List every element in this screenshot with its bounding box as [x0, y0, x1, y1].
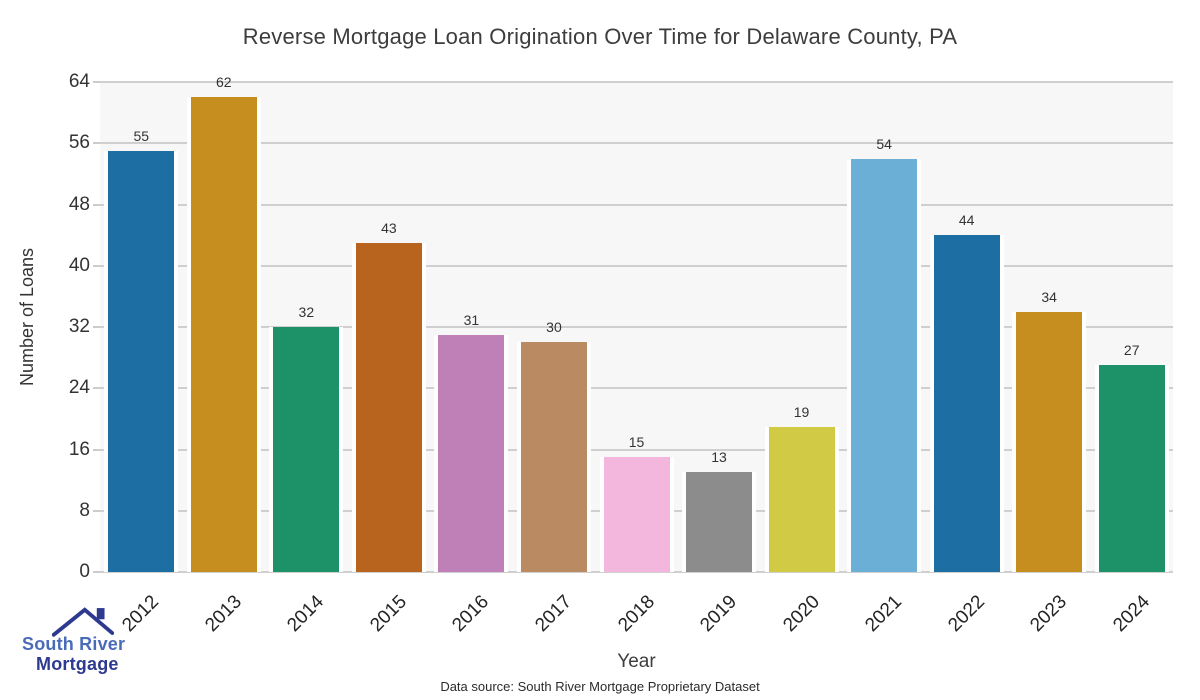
bar-2016 — [434, 335, 509, 572]
logo-text-line1: South River — [22, 634, 126, 654]
x-tick-label-2015: 2015 — [366, 591, 411, 637]
y-tick-label: 64 — [68, 71, 90, 92]
bar-value-label: 30 — [546, 319, 562, 335]
company-logo: South River Mortgage — [22, 604, 126, 675]
bar-value-label: 15 — [628, 434, 645, 450]
x-tick-label-2023: 2023 — [1026, 591, 1072, 637]
x-axis-title: Year — [617, 651, 656, 672]
bar-2023 — [1012, 312, 1087, 572]
gridline-y0 — [100, 571, 1173, 573]
y-tick-mark — [93, 81, 100, 83]
gridline-y64 — [100, 81, 1173, 83]
x-tick-label-2013: 2013 — [201, 591, 246, 637]
y-tick-label: 24 — [68, 377, 90, 399]
y-tick-mark — [93, 571, 100, 573]
x-tick-label-2018: 2018 — [613, 591, 659, 637]
y-axis-title: Number of Loans — [17, 247, 37, 387]
y-tick-mark — [93, 142, 100, 145]
x-tick-label-2024: 2024 — [1108, 591, 1154, 637]
x-tick-label-2022: 2022 — [943, 591, 989, 637]
gridline-y56 — [100, 142, 1173, 145]
y-tick-mark — [93, 387, 100, 390]
bar-value-label: 32 — [298, 304, 315, 320]
bar-value-label: 62 — [216, 74, 232, 90]
bar-value-label: 55 — [133, 128, 150, 144]
gridline-y48 — [100, 203, 1173, 206]
y-tick-mark — [93, 264, 100, 267]
logo-text-line2: Mortgage — [36, 654, 119, 674]
y-tick-label: 8 — [79, 499, 90, 521]
x-tick-label-2014: 2014 — [283, 591, 329, 637]
x-tick-label-2016: 2016 — [448, 591, 494, 637]
bar-value-label: 31 — [463, 312, 480, 328]
x-tick-label-2017: 2017 — [531, 591, 576, 637]
bar-value-label: 54 — [876, 136, 892, 152]
bar-value-label: 43 — [381, 220, 397, 236]
bar-value-label: 44 — [958, 212, 975, 228]
bar-2013 — [186, 97, 261, 572]
y-tick-label: 16 — [68, 438, 90, 460]
y-tick-label: 32 — [68, 316, 90, 337]
bar-value-label: 34 — [1041, 289, 1057, 305]
y-tick-mark — [93, 448, 100, 451]
bar-2022 — [929, 235, 1004, 572]
bar-value-label: 19 — [793, 404, 810, 420]
gridline-y32 — [100, 326, 1173, 328]
bar-value-label: 27 — [1123, 342, 1140, 358]
bar-2024 — [1094, 365, 1169, 572]
bar-2018 — [599, 457, 674, 572]
house-roof-icon — [52, 607, 114, 637]
y-tick-mark — [93, 203, 100, 206]
gridline-y40 — [100, 264, 1173, 267]
bar-2015 — [351, 243, 426, 572]
x-tick-label-2020: 2020 — [778, 591, 824, 637]
x-tick-label-2019: 2019 — [696, 591, 742, 637]
data-source-note: Data source: South River Mortgage Propri… — [440, 679, 760, 694]
x-tick-label-2021: 2021 — [861, 591, 907, 637]
bar-value-label: 13 — [711, 449, 727, 465]
gridline-y16 — [100, 448, 1173, 451]
chart-title: Reverse Mortgage Loan Origination Over T… — [242, 24, 958, 49]
bar-2020 — [764, 427, 839, 572]
bar-2021 — [847, 159, 922, 572]
y-tick-mark — [93, 326, 100, 328]
bar-2014 — [269, 327, 344, 572]
y-tick-mark — [93, 509, 100, 512]
y-tick-label: 0 — [79, 561, 90, 582]
y-tick-label: 40 — [68, 254, 90, 276]
bar-2019 — [682, 472, 757, 572]
y-tick-label: 48 — [68, 193, 90, 215]
bar-2017 — [516, 342, 591, 572]
y-tick-label: 56 — [68, 132, 90, 154]
bar-2012 — [104, 151, 179, 572]
plot-area — [100, 81, 1173, 573]
gridline-y24 — [100, 387, 1173, 390]
